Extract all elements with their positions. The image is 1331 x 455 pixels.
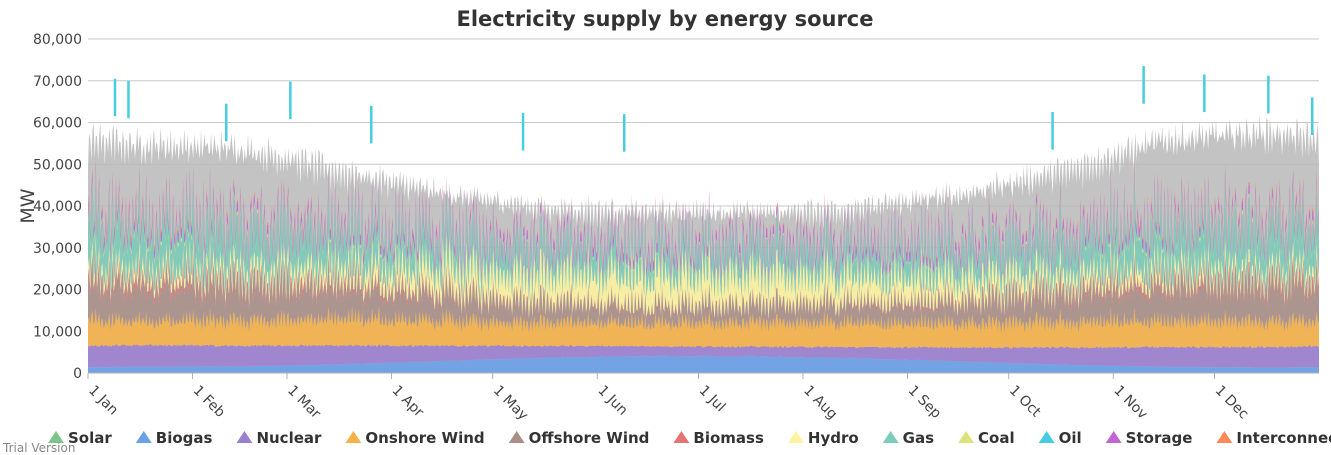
- x-axis: 1 Jan 1 Feb 1 Mar 1 Apr 1 May 1 Jun 1 Jul 1 Aug…: [85, 372, 1319, 424]
- y-tick-label: 30,000: [33, 241, 82, 257]
- series-area-offshore-wind: [88, 254, 1319, 334]
- y-tick-label: 70,000: [33, 74, 82, 90]
- y-tick-label: 0: [73, 366, 82, 382]
- legend-item-biogas[interactable]: Biogas: [135, 429, 213, 447]
- x-tick-label: 1 Feb: [190, 383, 228, 421]
- legend-item-gas[interactable]: Gas: [882, 429, 934, 447]
- y-tick-label: 50,000: [33, 157, 82, 173]
- legend-label: Biomass: [693, 429, 764, 447]
- x-tick-label: 1 Sep: [905, 383, 944, 422]
- legend-triangle-icon: [1216, 431, 1233, 443]
- x-tick-label: 1 Mar: [284, 383, 324, 423]
- y-tick-label: 10,000: [33, 324, 82, 340]
- legend-item-solar[interactable]: Solar: [48, 429, 112, 447]
- series-area-biogas: [88, 355, 1319, 373]
- legend-label: Biogas: [156, 429, 213, 447]
- series-area-oil: [88, 168, 1319, 287]
- x-tick-label: 1 Apr: [389, 383, 427, 421]
- legend-label: Coal: [978, 429, 1015, 447]
- x-tick-label: 1 Aug: [800, 383, 840, 423]
- legend-label: Solar: [68, 429, 112, 447]
- series-area-gas: [88, 173, 1319, 305]
- legend-label: Hydro: [808, 429, 859, 447]
- x-tick-label: 1 Dec: [1212, 383, 1252, 423]
- legend-item-nuclear[interactable]: Nuclear: [236, 429, 322, 447]
- y-axis-label: MW: [17, 188, 39, 223]
- series-area-nuclear: [88, 344, 1319, 368]
- legend-triangle-icon: [135, 431, 152, 443]
- legend-triangle-icon: [958, 431, 975, 443]
- y-tick-label: 60,000: [33, 116, 82, 132]
- chart-title: Electricity supply by energy source: [456, 7, 873, 31]
- legend-item-onshore-wind[interactable]: Onshore Wind: [345, 429, 485, 447]
- x-tick-label: 1 Oct: [1006, 383, 1044, 421]
- legend: Solar Biogas Nuclear Onshore Wind Offshore W…: [48, 429, 1331, 447]
- stacked-area-series: [88, 115, 1319, 374]
- legend-item-interconnectors[interactable]: Interconnectors: [1216, 429, 1331, 447]
- x-tick-label: 1 Jan: [85, 383, 121, 419]
- legend-label: Offshore Wind: [529, 429, 650, 447]
- series-area-coal: [88, 170, 1319, 288]
- y-tick-label: 20,000: [33, 283, 82, 299]
- legend-label: Interconnectors: [1236, 429, 1331, 447]
- y-tick-label: 40,000: [33, 199, 82, 215]
- legend-triangle-icon: [236, 431, 253, 443]
- legend-label: Storage: [1126, 429, 1193, 447]
- series-area-hydro: [88, 230, 1319, 319]
- series-area-onshore-wind: [88, 305, 1319, 349]
- legend-triangle-icon: [48, 431, 64, 443]
- x-tick-label: 1 Jun: [594, 383, 630, 419]
- legend-triangle-icon: [345, 431, 362, 443]
- legend-triangle-icon: [1105, 431, 1122, 443]
- legend-triangle-icon: [1038, 431, 1055, 443]
- series-area-interconnectors: [88, 157, 1319, 278]
- legend-item-biomass[interactable]: Biomass: [673, 429, 764, 447]
- legend-triangle-icon: [508, 431, 525, 443]
- legend-label: Onshore Wind: [365, 429, 484, 447]
- legend-item-offshore-wind[interactable]: Offshore Wind: [508, 429, 650, 447]
- demand-peaks: [113, 66, 1314, 152]
- legend-item-hydro[interactable]: Hydro: [787, 429, 859, 447]
- series-area-storage: [88, 160, 1319, 286]
- legend-item-storage[interactable]: Storage: [1105, 429, 1193, 447]
- y-tick-label: 80,000: [33, 32, 82, 48]
- x-tick-label: 1 May: [490, 383, 531, 424]
- legend-label: Oil: [1059, 429, 1082, 447]
- legend-triangle-icon: [673, 431, 690, 443]
- y-tick-labels: 0 10,000 20,000 30,000 40,000 50,000 60,000 70,…: [33, 32, 82, 382]
- legend-triangle-icon: [882, 431, 899, 443]
- x-tick-label: 1 Nov: [1110, 383, 1150, 423]
- legend-label: Nuclear: [256, 429, 322, 447]
- legend-triangle-icon: [787, 431, 804, 443]
- legend-item-coal[interactable]: Coal: [958, 429, 1015, 447]
- legend-label: Gas: [903, 429, 934, 447]
- legend-item-oil[interactable]: Oil: [1038, 429, 1082, 447]
- trial-watermark: Trial Version: [2, 441, 75, 455]
- x-tick-label: 1 Jul: [696, 383, 729, 416]
